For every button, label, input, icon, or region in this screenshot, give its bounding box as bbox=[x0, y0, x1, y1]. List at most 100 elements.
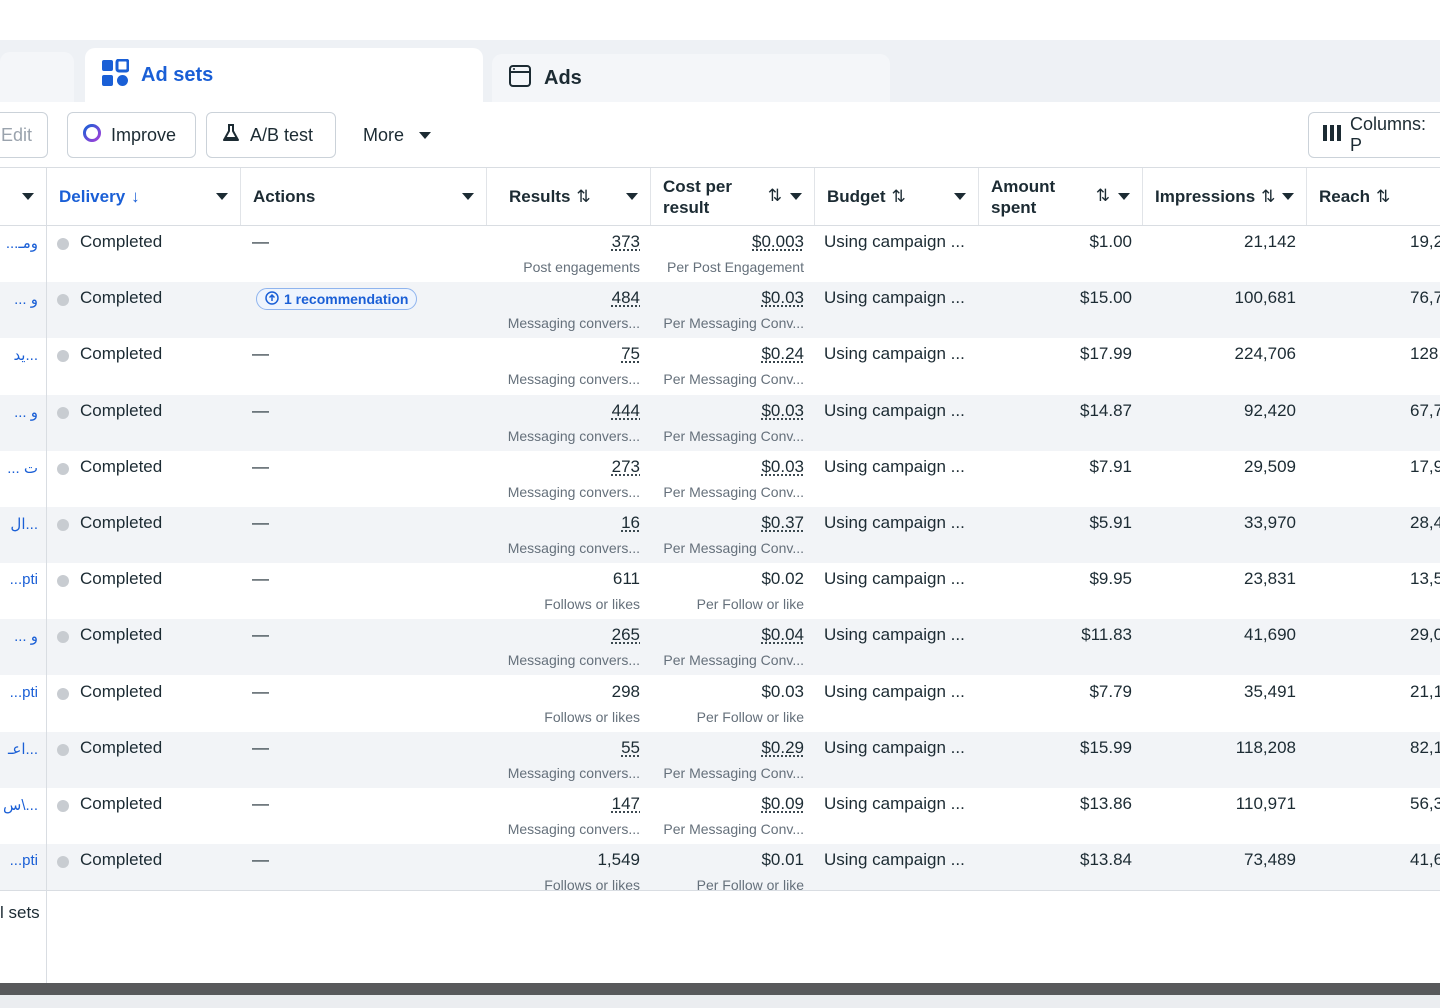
table-row[interactable]: pti... Completed — 298 Follows or likes $0.03… bbox=[0, 676, 1440, 732]
delivery-status: Completed bbox=[80, 569, 163, 588]
improve-label: Improve bbox=[111, 124, 177, 145]
results-value[interactable]: 484 bbox=[611, 288, 640, 307]
amount-spent-value: $15.00 bbox=[1080, 288, 1132, 307]
reach-value: 76,7 bbox=[1410, 288, 1440, 307]
columns-dropdown[interactable]: Columns: P bbox=[1308, 112, 1440, 158]
ad-set-name-link[interactable]: ...ال bbox=[10, 516, 38, 533]
tab-campaigns-partial[interactable] bbox=[0, 52, 74, 102]
caret-down-icon bbox=[22, 193, 34, 200]
more-dropdown[interactable]: More bbox=[348, 112, 446, 158]
cost-per-result-type: Per Messaging Conv... bbox=[663, 371, 804, 387]
cost-per-result-value[interactable]: $0.29 bbox=[761, 738, 804, 757]
caret-down-icon[interactable] bbox=[216, 193, 228, 200]
caret-down-icon[interactable] bbox=[462, 193, 474, 200]
amount-spent-value: $7.91 bbox=[1089, 457, 1132, 476]
header-cost-per-result[interactable]: Cost per result ⇅ bbox=[651, 168, 815, 225]
table-row[interactable]: و ... Completed — 265 Messaging convers... $0… bbox=[0, 619, 1440, 675]
caret-down-icon[interactable] bbox=[626, 193, 638, 200]
header-budget[interactable]: Budget ⇅ bbox=[815, 168, 979, 225]
ad-set-name-link[interactable]: ...\س bbox=[3, 797, 38, 814]
status-dot bbox=[57, 294, 69, 306]
cost-per-result-value[interactable]: $0.37 bbox=[761, 513, 804, 532]
caret-down-icon[interactable] bbox=[1118, 193, 1130, 200]
caret-down-icon[interactable] bbox=[954, 193, 966, 200]
actions-value: — bbox=[252, 794, 269, 813]
ad-set-name-link[interactable]: pti... bbox=[9, 852, 38, 869]
cost-per-result-value[interactable]: $0.04 bbox=[761, 625, 804, 644]
table-row[interactable]: ...يد Completed — 75 Messaging convers... $0.… bbox=[0, 338, 1440, 394]
ad-set-name-link[interactable]: و ... bbox=[14, 291, 38, 308]
results-value[interactable]: 273 bbox=[611, 457, 640, 476]
table-row[interactable]: ت ... Completed — 273 Messaging convers... $0… bbox=[0, 451, 1440, 507]
budget-value: Using campaign ... bbox=[824, 794, 965, 813]
amount-spent-value: $13.84 bbox=[1080, 850, 1132, 869]
recommendation-badge[interactable]: 1 recommendation bbox=[256, 288, 418, 310]
recommendation-label: 1 recommendation bbox=[284, 291, 409, 307]
tab-ad-sets[interactable]: Ad sets bbox=[85, 48, 483, 102]
edit-button[interactable]: Edit bbox=[0, 112, 48, 158]
table-row[interactable]: ...ال Completed — 16 Messaging convers... $0.… bbox=[0, 507, 1440, 563]
cost-per-result-value[interactable]: $0.03 bbox=[761, 457, 804, 476]
cost-per-result-value[interactable]: $0.09 bbox=[761, 794, 804, 813]
cost-per-result-value: $0.03 bbox=[761, 682, 804, 701]
cost-per-result-type: Per Messaging Conv... bbox=[663, 652, 804, 668]
header-name-partial[interactable] bbox=[0, 168, 47, 225]
ad-set-name-link[interactable]: و ... bbox=[14, 404, 38, 421]
results-value[interactable]: 75 bbox=[621, 344, 640, 363]
reach-value: 17,9 bbox=[1410, 457, 1440, 476]
table-row[interactable]: و ... Completed 1 recommendation 484 Messagi… bbox=[0, 282, 1440, 338]
header-reach[interactable]: Reach ⇅ bbox=[1307, 168, 1440, 225]
results-value[interactable]: 265 bbox=[611, 625, 640, 644]
table-row[interactable]: ...\س Completed — 147 Messaging convers... $0… bbox=[0, 788, 1440, 844]
tab-ads[interactable]: Ads bbox=[492, 54, 890, 102]
reach-value: 41,6 bbox=[1410, 850, 1440, 869]
table-header: Delivery ↓ Actions Results ⇅ Cost per re… bbox=[0, 167, 1440, 226]
results-value[interactable]: 147 bbox=[611, 794, 640, 813]
budget-value: Using campaign ... bbox=[824, 513, 965, 532]
budget-value: Using campaign ... bbox=[824, 457, 965, 476]
amount-spent-value: $13.86 bbox=[1080, 794, 1132, 813]
tab-ad-sets-label: Ad sets bbox=[141, 63, 214, 86]
results-value[interactable]: 16 bbox=[621, 513, 640, 532]
header-impressions[interactable]: Impressions ⇅ bbox=[1143, 168, 1307, 225]
header-amount-spent[interactable]: Amount spent ⇅ bbox=[979, 168, 1143, 225]
reach-value: 56,3 bbox=[1410, 794, 1440, 813]
table-row[interactable]: pti... Completed — 1,549 Follows or likes $0.… bbox=[0, 844, 1440, 890]
caret-down-icon[interactable] bbox=[790, 193, 802, 200]
ad-set-name-link[interactable]: ومـ... bbox=[5, 235, 38, 252]
header-delivery[interactable]: Delivery ↓ bbox=[47, 168, 241, 225]
results-value[interactable]: 55 bbox=[621, 738, 640, 757]
ad-set-name-link[interactable]: pti... bbox=[9, 571, 38, 588]
cost-per-result-type: Per Messaging Conv... bbox=[663, 484, 804, 500]
results-value: 611 bbox=[612, 569, 640, 588]
ab-test-button[interactable]: A/B test bbox=[206, 112, 336, 158]
cost-per-result-value[interactable]: $0.03 bbox=[761, 288, 804, 307]
actions-value: — bbox=[252, 850, 269, 869]
table-row[interactable]: و ... Completed — 444 Messaging convers... $0… bbox=[0, 395, 1440, 451]
cost-per-result-value[interactable]: $0.003 bbox=[752, 232, 804, 251]
ad-set-name-link[interactable]: ...اعـ bbox=[7, 741, 38, 758]
table-row[interactable]: ومـ... Completed — 373 Post engagements $0.00… bbox=[0, 226, 1440, 282]
table-footer: l sets bbox=[0, 890, 1440, 983]
results-type: Messaging convers... bbox=[507, 371, 640, 387]
results-type: Messaging convers... bbox=[507, 484, 640, 500]
budget-value: Using campaign ... bbox=[824, 344, 965, 363]
header-results[interactable]: Results ⇅ bbox=[487, 168, 651, 225]
table-row[interactable]: ...اعـ Completed — 55 Messaging convers... $0… bbox=[0, 732, 1440, 788]
horizontal-scrollbar[interactable] bbox=[0, 983, 1440, 995]
ad-set-name-link[interactable]: و ... bbox=[14, 628, 38, 645]
table-row[interactable]: pti... Completed — 611 Follows or likes $0.02… bbox=[0, 563, 1440, 619]
header-results-label: Results bbox=[509, 186, 571, 206]
sort-icon: ⇅ bbox=[1261, 186, 1276, 206]
cost-per-result-value[interactable]: $0.03 bbox=[761, 401, 804, 420]
header-actions[interactable]: Actions bbox=[241, 168, 487, 225]
caret-down-icon[interactable] bbox=[1282, 193, 1294, 200]
ad-set-name-link[interactable]: pti... bbox=[9, 684, 38, 701]
ad-set-name-link[interactable]: ...يد bbox=[13, 347, 38, 364]
results-value[interactable]: 444 bbox=[611, 401, 640, 420]
ad-set-name-link[interactable]: ت ... bbox=[7, 460, 38, 477]
cost-per-result-value[interactable]: $0.24 bbox=[761, 344, 804, 363]
results-type: Messaging convers... bbox=[507, 652, 640, 668]
results-value[interactable]: 373 bbox=[611, 232, 640, 251]
improve-button[interactable]: Improve bbox=[67, 112, 196, 158]
